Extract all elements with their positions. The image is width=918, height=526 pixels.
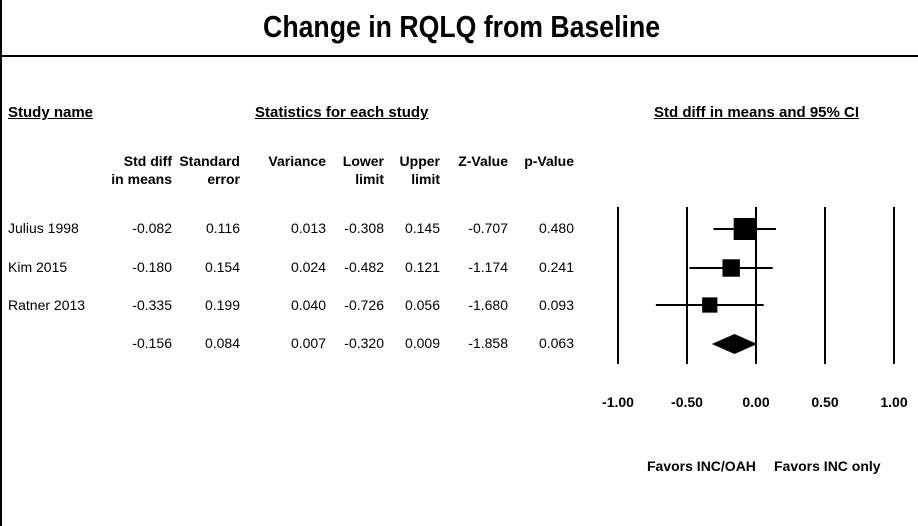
table-cell: 0.145 <box>404 220 440 236</box>
table-cell: -1.680 <box>468 297 508 313</box>
table-cell: 0.063 <box>538 335 574 351</box>
study-name: Ratner 2013 <box>8 297 86 313</box>
table-cell: -0.308 <box>344 220 384 236</box>
table-cell: 0.116 <box>206 220 240 236</box>
point-estimate <box>702 297 718 313</box>
column-header: Z-Value <box>458 153 508 169</box>
table-cell: -0.726 <box>344 297 384 313</box>
chart-title: Change in RQLQ from Baseline <box>263 9 661 44</box>
study-name-header: Study name <box>8 104 94 121</box>
table-cell: 0.040 <box>290 297 326 313</box>
x-tick-label: -1.00 <box>602 394 634 410</box>
point-estimate <box>722 259 740 277</box>
table-cell: -1.174 <box>468 259 508 275</box>
x-tick-label: 1.00 <box>880 394 907 410</box>
table-cell: 0.024 <box>290 259 326 275</box>
title-divider <box>2 55 918 57</box>
table-cell: -0.707 <box>468 220 508 236</box>
column-header: Standard error <box>179 153 240 187</box>
column-header: Std diff in means <box>111 153 172 187</box>
table-cell: -1.858 <box>468 335 508 351</box>
x-tick-label: -0.50 <box>671 394 703 410</box>
table-cell: -0.180 <box>132 259 172 275</box>
table-cell: -0.156 <box>132 335 172 351</box>
ci-header: Std diff in means and 95% CI <box>654 104 860 121</box>
study-name: Kim 2015 <box>8 259 68 275</box>
table-cell: 0.121 <box>404 259 440 275</box>
x-tick-label: 0.00 <box>742 394 769 410</box>
table-cell: 0.093 <box>538 297 574 313</box>
table-cell: 0.009 <box>404 335 440 351</box>
table-cell: -0.082 <box>132 220 172 236</box>
point-estimate <box>733 218 756 240</box>
column-header: Lower limit <box>342 153 384 187</box>
column-header: Variance <box>268 153 326 169</box>
table-cell: -0.335 <box>132 297 172 313</box>
column-header: Upper limit <box>399 153 440 187</box>
table-cell: -0.482 <box>344 259 384 275</box>
study-name: Julius 1998 <box>8 220 79 236</box>
table-cell: 0.480 <box>538 220 574 236</box>
column-header: p-Value <box>524 153 574 169</box>
x-tick-label: 0.50 <box>811 394 838 410</box>
forest-plot: -1.00 -0.50 0.00 0.50 1.00 <box>602 207 908 410</box>
table-cell: 0.241 <box>538 259 574 275</box>
table-cell: 0.199 <box>204 297 240 313</box>
table-cell: 0.013 <box>290 220 326 236</box>
table-cell: 0.084 <box>204 335 240 351</box>
table-cell: 0.007 <box>290 335 326 351</box>
statistics-header: Statistics for each study <box>255 104 429 121</box>
summary-diamond <box>711 334 758 354</box>
table-cell: 0.154 <box>204 259 240 275</box>
favors-left-label: Favors INC/OAH <box>647 458 756 474</box>
favors-right-label: Favors INC only <box>774 458 881 474</box>
table-cell: 0.056 <box>404 297 440 313</box>
table-cell: -0.320 <box>344 335 384 351</box>
